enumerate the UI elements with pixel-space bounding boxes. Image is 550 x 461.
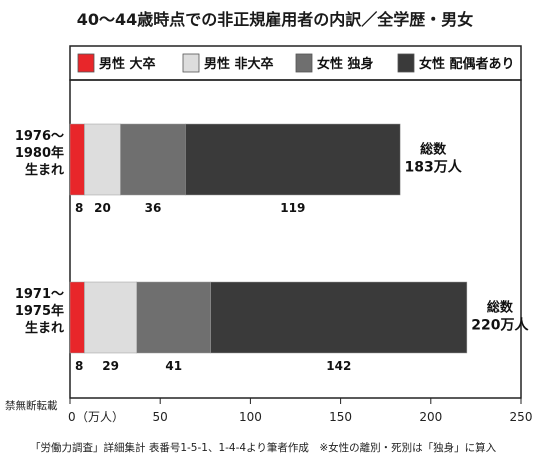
bar-0-0: [69, 123, 85, 196]
legend-label-2: 女性 独身: [317, 56, 374, 72]
bar-0-2: [120, 123, 186, 196]
watermark-note: 禁無断転載: [5, 400, 58, 412]
legend-swatch-0: [77, 53, 95, 73]
x-tick-label-5: 250: [510, 410, 533, 424]
total-label-1: 総数: [487, 300, 514, 316]
value-label-1-2: 41: [165, 359, 182, 373]
legend-label-1: 男性 非大卒: [204, 56, 274, 72]
value-label-1-1: 29: [102, 359, 119, 373]
category-label-0-2: 生まれ: [25, 162, 64, 178]
x-tick-label-2: 100: [239, 410, 262, 424]
category-label-1-0: 1971〜: [15, 287, 64, 302]
x-tick-label-1: 50: [153, 410, 168, 424]
x-axis-unit: （万人）: [76, 410, 124, 424]
x-tick-label-0: 0: [68, 410, 76, 424]
category-label-0-0: 1976〜: [15, 129, 64, 144]
value-label-0-2: 36: [145, 201, 162, 215]
chart-title: 40〜44歳時点での非正規雇用者の内訳／全学歴・男女: [76, 10, 474, 29]
x-tick-label-4: 200: [419, 410, 442, 424]
legend: 男性 大卒 男性 非大卒 女性 独身 女性 配偶者あり: [77, 53, 515, 73]
bar-1-0: [69, 281, 85, 354]
plot-frame: [69, 79, 522, 399]
legend-swatch-2: [295, 53, 313, 73]
bar-1-1: [84, 281, 137, 354]
category-label-1-2: 生まれ: [25, 320, 64, 336]
value-label-1-0: 8: [75, 359, 83, 373]
total-label-0: 総数: [420, 142, 447, 158]
legend-frame: [69, 45, 522, 81]
total-value-0: 183万人: [405, 159, 463, 176]
value-labels: 8 20 36 119 8 29 41 142: [75, 201, 351, 373]
value-label-0-3: 119: [280, 201, 305, 215]
category-label-1-1: 1975年: [15, 303, 64, 319]
total-value-1: 220万人: [471, 317, 529, 334]
x-tick-label-3: 150: [329, 410, 352, 424]
bar-0-1: [84, 123, 121, 196]
bars: [69, 123, 468, 354]
bar-1-3: [210, 281, 468, 354]
legend-swatch-1: [182, 53, 200, 73]
value-label-1-3: 142: [326, 359, 351, 373]
value-label-0-1: 20: [94, 201, 111, 215]
bar-1-2: [136, 281, 211, 354]
value-label-0-0: 8: [75, 201, 83, 215]
x-axis: 0 50 100 150 200 250 （万人）: [68, 398, 532, 424]
bar-0-3: [185, 123, 401, 196]
source-note: 「労働力調査」詳細集計 表番号1-5-1、1-4-4より筆者作成 ※女性の離別・…: [30, 442, 497, 454]
category-label-0-1: 1980年: [15, 145, 64, 161]
legend-label-0: 男性 大卒: [99, 56, 156, 72]
legend-swatch-3: [397, 53, 415, 73]
legend-label-3: 女性 配偶者あり: [419, 56, 515, 72]
